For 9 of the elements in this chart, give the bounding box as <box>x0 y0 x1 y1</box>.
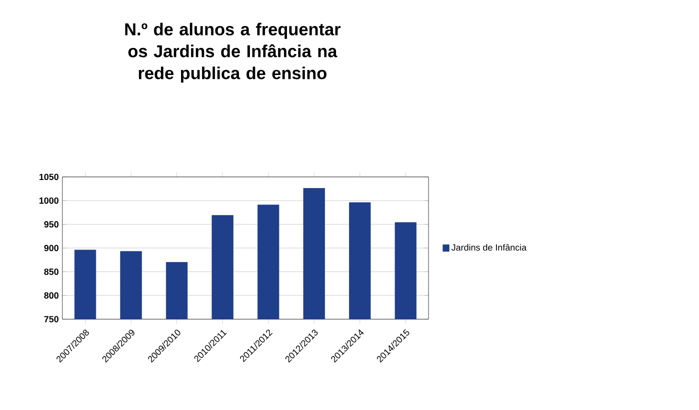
y-tick-label: 850 <box>44 268 58 275</box>
y-tick-label: 750 <box>44 316 58 322</box>
y-tick-label: 800 <box>44 292 58 299</box>
y-tick-label: 1000 <box>39 198 58 204</box>
y-tick-label: 950 <box>44 221 58 228</box>
chart-title: N.º de alunos a frequentar os Jardins de Infância na rede publica de ensino <box>125 22 341 83</box>
legend-label: Jardins de Infância <box>451 244 527 251</box>
y-tick-label: 1050 <box>39 174 58 180</box>
y-tick-label: 900 <box>44 244 58 252</box>
